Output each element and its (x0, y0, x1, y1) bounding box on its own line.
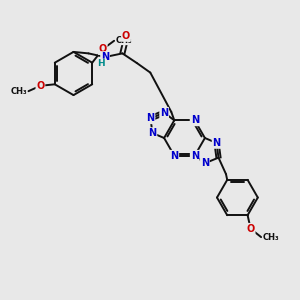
Text: N: N (170, 151, 178, 161)
Text: N: N (212, 138, 220, 148)
Text: O: O (99, 44, 107, 54)
Text: N: N (160, 108, 168, 118)
Text: CH₃: CH₃ (10, 87, 27, 96)
Text: O: O (36, 81, 44, 91)
Text: N: N (190, 115, 199, 125)
Text: N: N (201, 158, 209, 168)
Text: CH₃: CH₃ (262, 232, 279, 242)
Text: O: O (122, 31, 130, 41)
Text: CH₃: CH₃ (116, 36, 132, 45)
Text: O: O (247, 224, 255, 234)
Text: N: N (190, 115, 199, 125)
Text: H: H (98, 59, 105, 68)
Text: N: N (146, 113, 154, 123)
Text: N: N (190, 151, 199, 161)
Text: N: N (101, 52, 109, 62)
Text: N: N (148, 128, 157, 138)
